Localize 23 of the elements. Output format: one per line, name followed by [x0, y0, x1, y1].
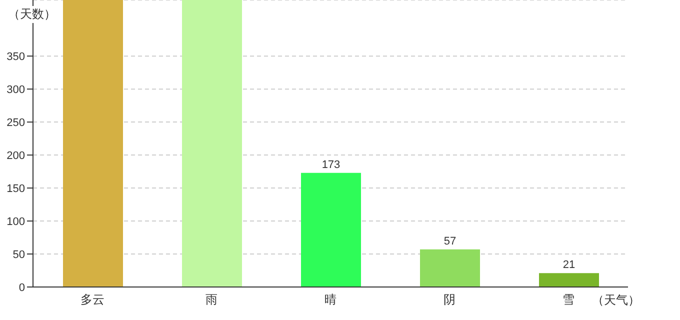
y-axis-title: （天数） [8, 6, 56, 23]
x-tick-label: 晴 [324, 292, 336, 307]
x-tick-label: 雨 [206, 292, 218, 307]
y-tick-label: 150 [6, 182, 25, 195]
x-tick-label: 阴 [444, 292, 456, 307]
bar [63, 0, 123, 287]
y-tick-label: 350 [6, 50, 25, 63]
x-tick-label: 多云 [80, 292, 104, 307]
bar [420, 249, 480, 287]
bar [301, 172, 361, 287]
y-tick-label: 250 [6, 116, 25, 129]
y-tick-label: 300 [6, 84, 25, 96]
data-label: 21 [562, 259, 576, 272]
x-tick-label: 雪 [562, 292, 574, 307]
y-tick-label: 200 [6, 150, 25, 162]
data-label: 57 [444, 235, 456, 248]
y-tick-label: 100 [6, 216, 25, 228]
y-tick-label: 0 [18, 282, 25, 294]
bar [182, 0, 242, 287]
bar [539, 273, 599, 287]
y-tick-label: 50 [12, 248, 25, 261]
data-label: 173 [322, 158, 340, 171]
x-axis-title: （天气） [592, 292, 640, 309]
